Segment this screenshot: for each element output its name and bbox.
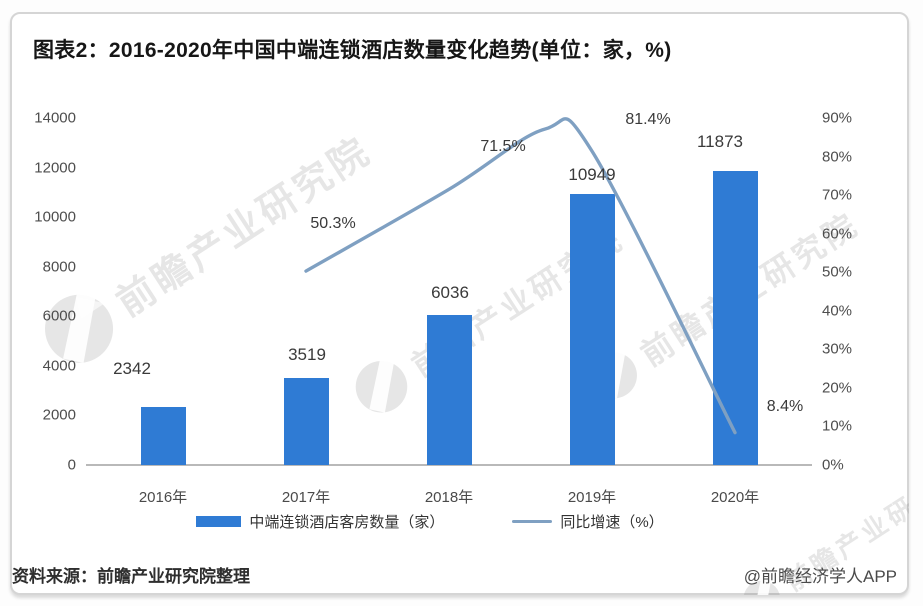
right-axis-tick: 80%	[822, 148, 853, 166]
left-axis-tick: 12000	[34, 159, 76, 177]
bar-2017年	[283, 377, 329, 465]
bar-value-label: 2342	[113, 358, 151, 378]
source-note: 资料来源：前瞻产业研究院整理	[12, 567, 250, 586]
right-axis-tick: 40%	[822, 302, 853, 320]
x-axis-label-2020年: 2020年	[710, 489, 760, 506]
left-axis-tick: 10000	[34, 208, 76, 226]
x-axis-label-2019年: 2019年	[567, 489, 617, 506]
watermark-layer: 前瞻产业研究院 前瞻产业研究院 前瞻产业研究院 前瞻产业研究院	[10, 12, 909, 595]
legend: 中端连锁酒店客房数量（家） 同比增速（%）	[90, 511, 770, 532]
bar-value-label: 11873	[696, 131, 744, 151]
right-axis-tick: 70%	[822, 186, 853, 204]
legend-item-bars: 中端连锁酒店客房数量（家）	[196, 511, 444, 532]
forward-compass-logo-icon	[44, 289, 114, 363]
bar-value-label: 6036	[431, 283, 469, 303]
line-series-swatch	[512, 519, 553, 524]
bar-series-swatch	[196, 516, 242, 527]
bar-value-label: 3519	[288, 344, 326, 364]
right-axis-tick: 20%	[822, 379, 853, 397]
left-axis-tick: 8000	[42, 258, 76, 276]
line-series-label: 同比增速（%）	[560, 514, 664, 531]
bar-2020年	[712, 170, 758, 465]
bar-2016年	[140, 406, 186, 465]
bar-value-label: 10949	[568, 164, 616, 184]
x-axis-label-2016年: 2016年	[138, 489, 188, 506]
bar-series-label: 中端连锁酒店客房数量（家）	[249, 514, 445, 531]
chart-title: 图表2：2016-2020年中国中端连锁酒店数量变化趋势(单位：家，%)	[33, 39, 672, 62]
right-axis-tick: 60%	[822, 225, 853, 243]
x-axis-label-2018年: 2018年	[424, 489, 474, 506]
right-axis-tick: 10%	[822, 417, 853, 435]
forward-compass-logo-icon	[743, 577, 781, 595]
growth-percent-label: 71.5%	[480, 138, 526, 156]
legend-item-line: 同比增速（%）	[512, 511, 664, 532]
x-axis-label-2017年: 2017年	[281, 489, 331, 506]
watermark: 前瞻产业研究院	[28, 112, 385, 380]
growth-percent-label: 81.4%	[625, 111, 671, 129]
left-axis-tick: 14000	[34, 109, 76, 127]
bar-2018年	[426, 315, 472, 465]
growth-percent-label: 50.3%	[310, 215, 356, 233]
bar-2019年	[569, 193, 615, 465]
credit-note: @前瞻经济学人APP	[743, 567, 897, 586]
growth-percent-label: 8.4%	[766, 397, 804, 415]
right-axis-tick: 50%	[822, 263, 853, 281]
right-axis-tick: 30%	[822, 340, 853, 358]
left-axis-tick: 0	[67, 456, 76, 474]
left-axis-tick: 4000	[42, 357, 76, 375]
left-axis-tick: 6000	[42, 307, 76, 325]
left-axis-tick: 2000	[42, 406, 76, 424]
right-axis-tick: 90%	[822, 109, 853, 127]
right-axis-tick: 0%	[822, 456, 844, 474]
watermark: 前瞻产业研究院	[734, 452, 909, 595]
